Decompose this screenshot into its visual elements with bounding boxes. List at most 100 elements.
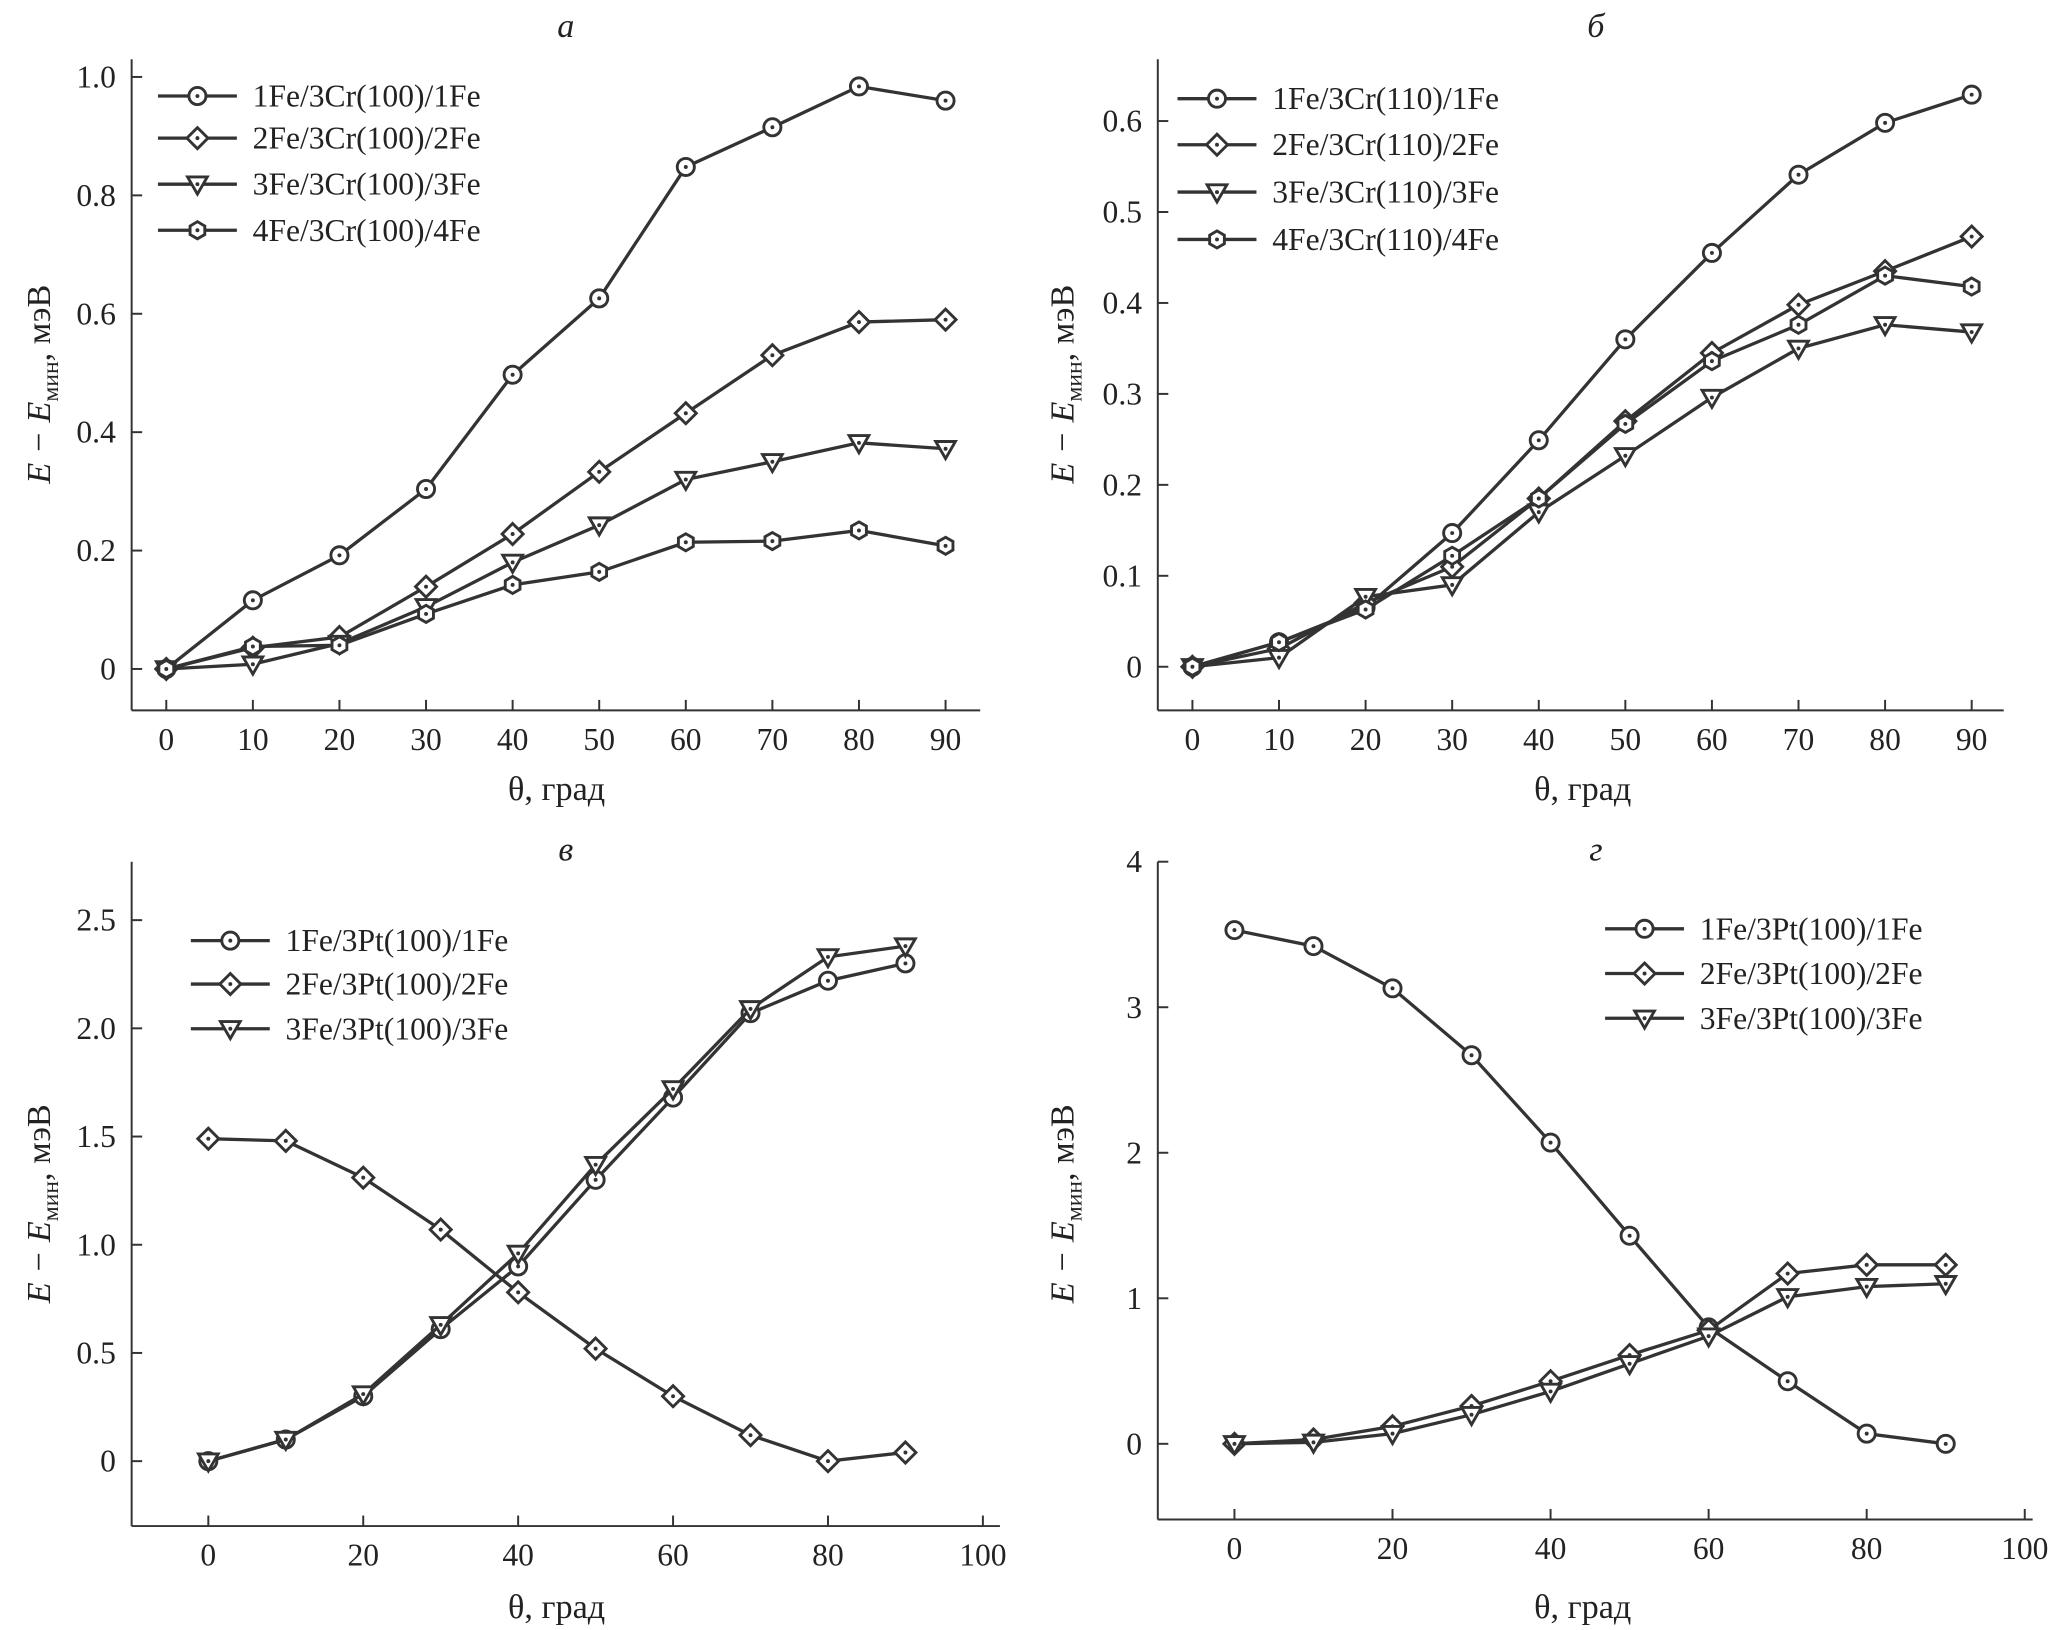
- marker-center-dot: [510, 372, 515, 377]
- x-tick-label: 40: [502, 1538, 534, 1573]
- legend-label: 3Fe/3Pt(100)/3Fe: [286, 1011, 509, 1046]
- marker-center-dot: [1943, 1262, 1948, 1267]
- marker-center-dot: [206, 1136, 211, 1141]
- chart-panel-1: а 0 10 20 30 40 50 60 70 80 90 0 0.2 0.4 0.6 0.8 1.0 θ, г…: [21, 8, 981, 808]
- y-tick-label: 0: [1126, 649, 1142, 684]
- marker-center-dot: [1623, 453, 1628, 458]
- y-tick-label: 4: [1126, 844, 1142, 879]
- y-tick-label: 2.5: [76, 903, 115, 938]
- marker-center-dot: [1311, 1440, 1316, 1445]
- marker-center-dot: [1785, 1379, 1790, 1384]
- series-line: [165, 318, 946, 671]
- legend-entry-3: 3Fe/3Pt(100)/3Fe: [1605, 1001, 1923, 1036]
- x-tick-label: 0: [1227, 1531, 1243, 1566]
- legend-entry-2: 2Fe/3Cr(110)/2Fe: [1177, 127, 1499, 162]
- series-2: [153, 307, 959, 682]
- marker-center-dot: [683, 411, 688, 416]
- marker-center-dot: [943, 446, 948, 451]
- y-tick-label: 3: [1126, 990, 1142, 1025]
- y-tick-label: 0.2: [76, 533, 115, 568]
- x-tick-label: 0: [200, 1538, 216, 1573]
- y-label-subscript: мин: [38, 361, 64, 402]
- x-tick-label: 60: [1696, 722, 1728, 757]
- marker-center-dot: [1785, 1271, 1790, 1276]
- marker-center-dot: [856, 528, 861, 533]
- panel-label: г: [1589, 831, 1602, 868]
- marker-center-dot: [943, 543, 948, 548]
- series-3: [153, 434, 958, 682]
- legend-label: 2Fe/3Pt(100)/2Fe: [286, 967, 509, 1002]
- marker-center-dot: [1943, 1441, 1948, 1446]
- y-label-main: E − E: [21, 1221, 58, 1304]
- marker-center-dot: [1450, 531, 1455, 536]
- marker-center-dot: [510, 582, 515, 587]
- marker-center-dot: [250, 598, 255, 603]
- x-tick-label: 80: [1851, 1531, 1883, 1566]
- marker-center-dot: [206, 1459, 211, 1464]
- y-label-unit: , мэВ: [21, 285, 58, 362]
- series-line: [207, 944, 906, 1463]
- series-4: [157, 520, 955, 680]
- series-line: [1234, 1282, 1946, 1446]
- marker-center-dot: [195, 182, 200, 187]
- y-axis-label: E − Eмин, мэВ: [1045, 1104, 1088, 1304]
- panel-label: б: [1587, 8, 1606, 45]
- legend-entry-4: 4Fe/3Cr(110)/4Fe: [1177, 222, 1499, 257]
- marker-center-dot: [683, 477, 688, 482]
- y-tick-label: 1.0: [76, 59, 115, 94]
- marker-center-dot: [826, 1459, 830, 1464]
- legend-label: 2Fe/3Cr(110)/2Fe: [1272, 127, 1499, 162]
- marker-center-dot: [337, 643, 342, 648]
- legend-entry-1: 1Fe/3Pt(100)/1Fe: [190, 923, 508, 958]
- legend-label: 1Fe/3Cr(100)/1Fe: [253, 79, 481, 114]
- series-line: [1234, 928, 1946, 1446]
- x-tick-label: 30: [410, 722, 442, 757]
- y-label-subscript: мин: [1061, 1181, 1087, 1222]
- x-tick-label: 60: [670, 722, 702, 757]
- series-2: [1221, 1252, 1959, 1457]
- legend-entry-2: 2Fe/3Cr(100)/2Fe: [157, 121, 481, 156]
- marker-center-dot: [1642, 1016, 1647, 1021]
- y-tick-label: 0.1: [1103, 558, 1142, 593]
- series-line: [1234, 1263, 1946, 1446]
- marker-center-dot: [337, 553, 342, 558]
- x-tick-label: 20: [1350, 722, 1382, 757]
- marker-center-dot: [671, 1394, 676, 1399]
- marker-center-dot: [1215, 237, 1219, 242]
- series-line: [165, 84, 946, 671]
- marker-center-dot: [943, 317, 948, 322]
- x-tick-label: 40: [497, 722, 529, 757]
- marker-center-dot: [1548, 1379, 1553, 1384]
- marker-center-dot: [1450, 582, 1455, 587]
- marker-center-dot: [283, 1138, 288, 1143]
- marker-center-dot: [1969, 234, 1974, 239]
- marker-center-dot: [361, 1175, 366, 1180]
- x-tick-label: 90: [1956, 722, 1988, 757]
- legend-label: 3Fe/3Cr(110)/3Fe: [1272, 175, 1499, 210]
- marker-center-dot: [1363, 607, 1368, 612]
- marker-center-dot: [597, 569, 602, 574]
- marker-center-dot: [1627, 1233, 1632, 1238]
- x-tick-label: 20: [347, 1538, 379, 1573]
- marker-center-dot: [1623, 337, 1628, 342]
- marker-center-dot: [250, 644, 255, 649]
- marker-center-dot: [903, 1450, 908, 1455]
- x-tick-label: 60: [657, 1538, 689, 1573]
- chart-panel-4: г 0 20 40 60 80 100 0 1 2 3 4 θ, град E − Eмин, мэВ 1F…: [1045, 831, 2049, 1626]
- legend-entry-3: 3Fe/3Cr(110)/3Fe: [1177, 175, 1499, 210]
- x-tick-label: 10: [1263, 722, 1295, 757]
- marker-center-dot: [597, 469, 602, 474]
- marker-center-dot: [1969, 284, 1974, 289]
- marker-center-dot: [683, 164, 688, 169]
- legend-label: 4Fe/3Cr(100)/4Fe: [253, 213, 481, 248]
- legend-entry-1: 1Fe/3Pt(100)/1Fe: [1605, 911, 1923, 946]
- x-tick-label: 80: [843, 722, 875, 757]
- x-axis-label: θ, град: [508, 771, 605, 808]
- y-tick-label: 1: [1126, 1281, 1142, 1316]
- legend-label: 2Fe/3Pt(100)/2Fe: [1700, 956, 1923, 991]
- y-tick-label: 0: [1126, 1426, 1142, 1461]
- marker-center-dot: [1796, 302, 1801, 307]
- marker-center-dot: [770, 459, 775, 464]
- x-tick-label: 50: [1610, 722, 1642, 757]
